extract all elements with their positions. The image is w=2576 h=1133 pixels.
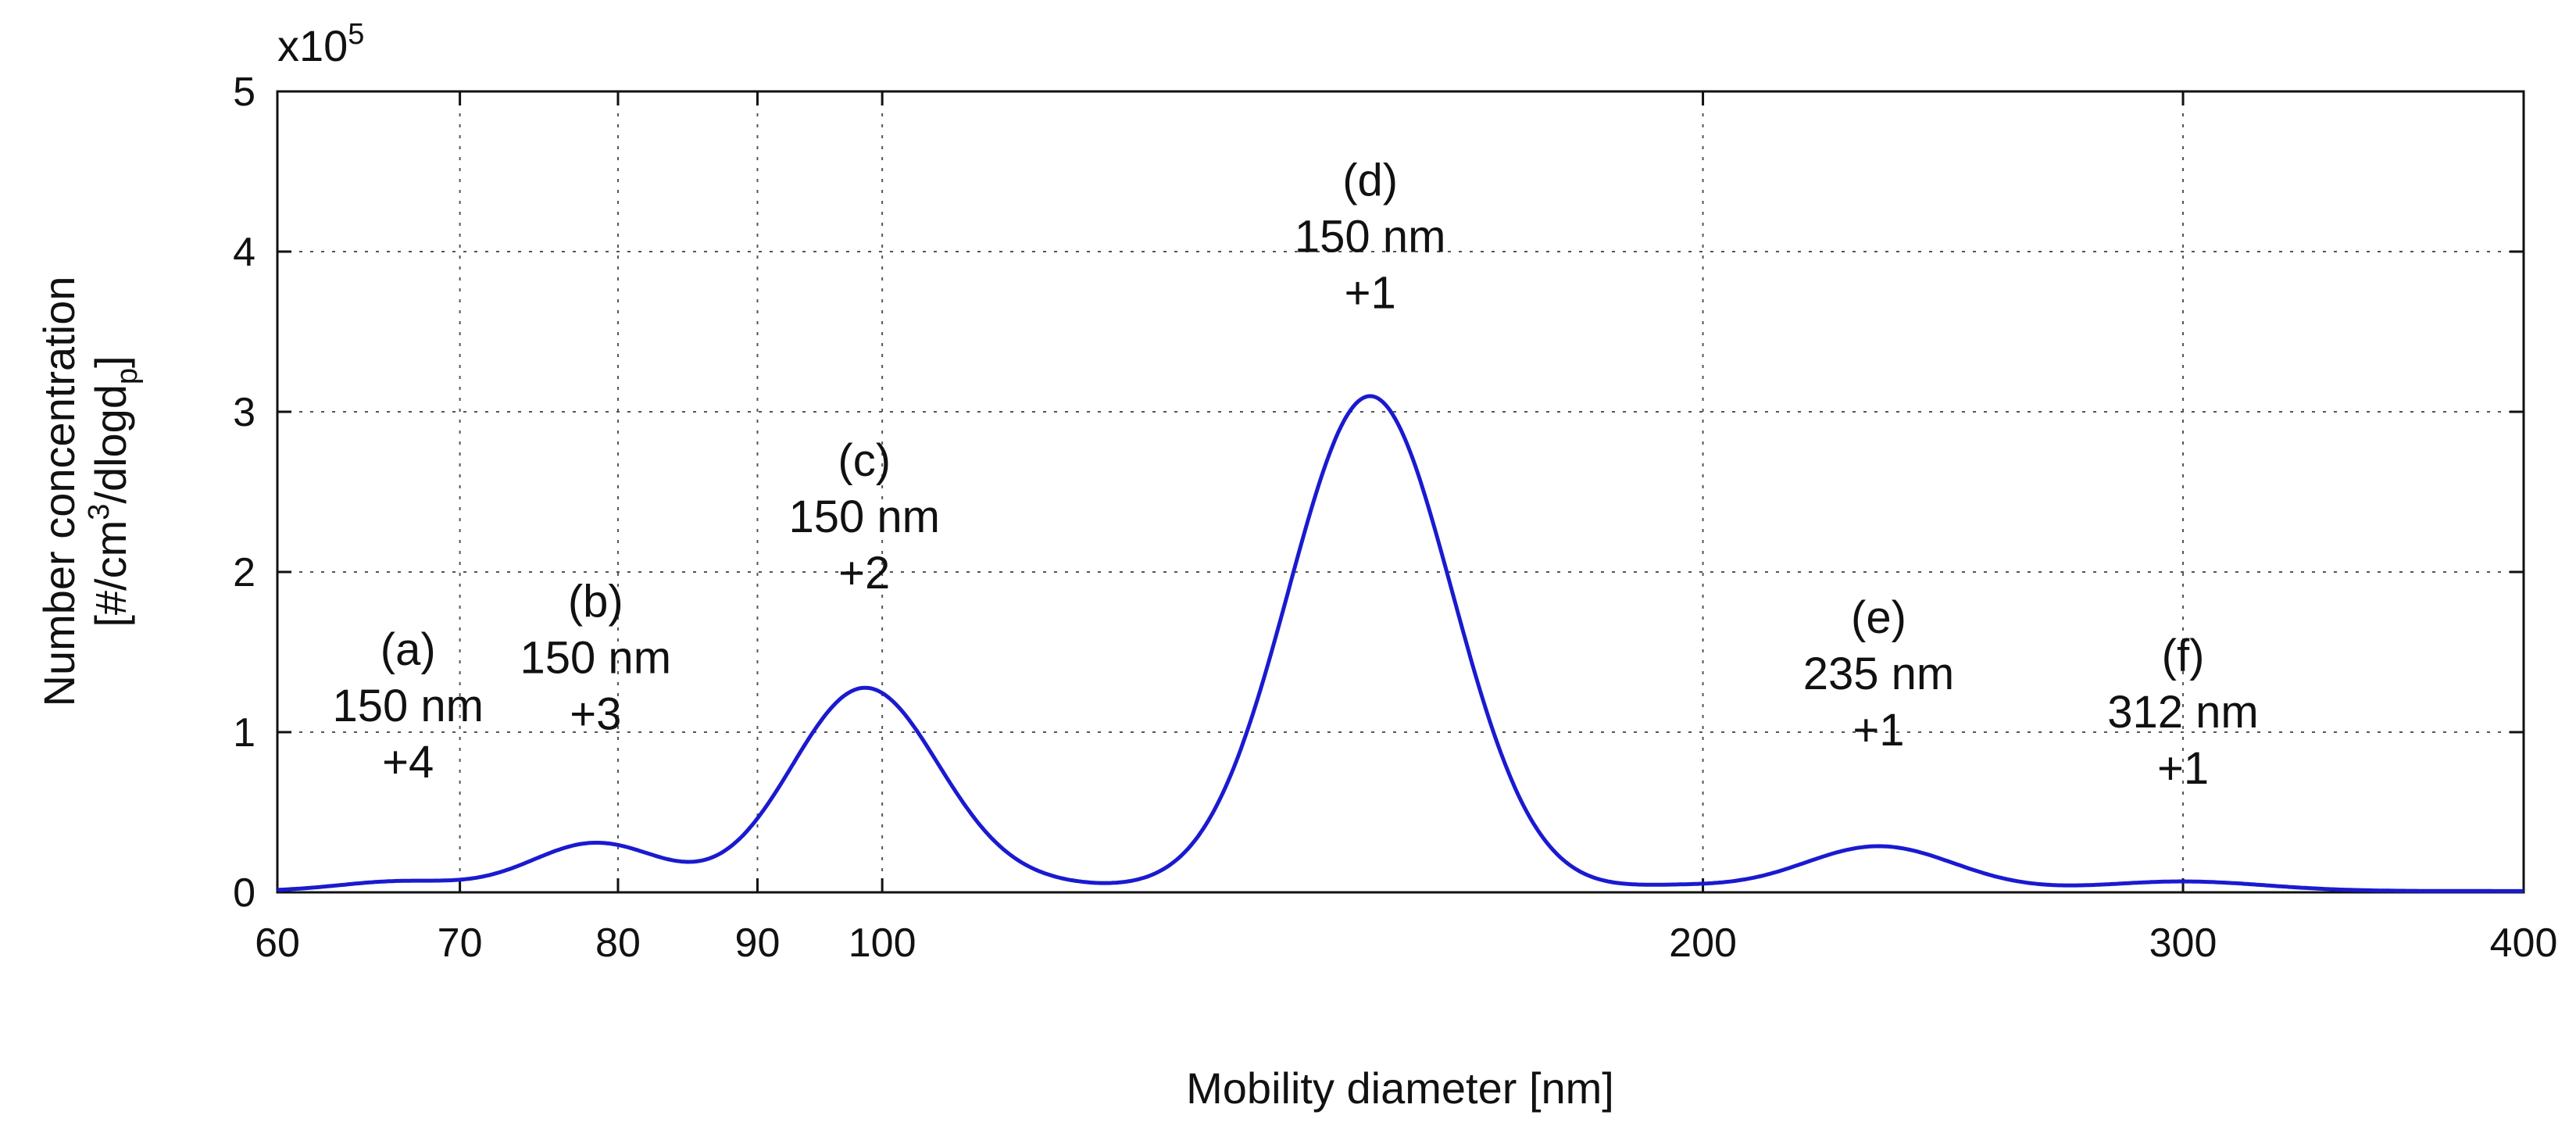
peak-annotation: (c) 150 nm +2 (788, 435, 939, 599)
y-tick-label: 3 (233, 390, 255, 435)
y-axis-label-line2: [#/cm3/dlogdp] (83, 356, 144, 627)
x-tick-label: 100 (849, 920, 916, 966)
x-tick-label: 400 (2490, 920, 2558, 966)
y-tick-label: 1 (233, 710, 255, 756)
peak-annotation: (e) 235 nm +1 (1803, 592, 1954, 756)
y-tick-label: 4 (233, 230, 255, 275)
peak-annotation: (a) 150 nm +4 (332, 624, 483, 788)
y-tick-label: 5 (233, 70, 255, 115)
y-axis-label-line1: Number concentration (34, 277, 84, 707)
plot-frame (276, 90, 2525, 894)
peak-annotation: (b) 150 nm +3 (520, 576, 671, 739)
x-axis-label: Mobility diameter [nm] (1186, 1063, 1614, 1113)
series-line (277, 394, 2524, 893)
peak-annotation: (d) 150 nm +1 (1295, 155, 1445, 318)
peak-annotation: (f) 312 nm +1 (2107, 631, 2258, 794)
grid-layer (277, 91, 2524, 892)
y-tick-label: 2 (233, 550, 255, 595)
y-tick-label: 0 (233, 870, 255, 916)
x-tick-label: 90 (735, 920, 781, 966)
annotation-layer: (a) 150 nm +4(b) 150 nm +3 (c) 150 nm +2 (d) 150 … (332, 155, 2258, 794)
y-multiplier: x105 (277, 18, 364, 70)
x-tick-label: 200 (1669, 920, 1737, 966)
series-layer (277, 394, 2524, 893)
x-tick-label: 300 (2149, 920, 2217, 966)
x-tick-label: 80 (595, 920, 641, 966)
y-axis-label: Number concentration [#/cm3/dlogdp] (34, 277, 144, 707)
x-tick-label: 70 (438, 920, 483, 966)
x-tick-label: 60 (255, 920, 300, 966)
tick-layer: 60 70 80 90 100 200 300 400 0 1 2 3 4 5 (233, 70, 2557, 966)
